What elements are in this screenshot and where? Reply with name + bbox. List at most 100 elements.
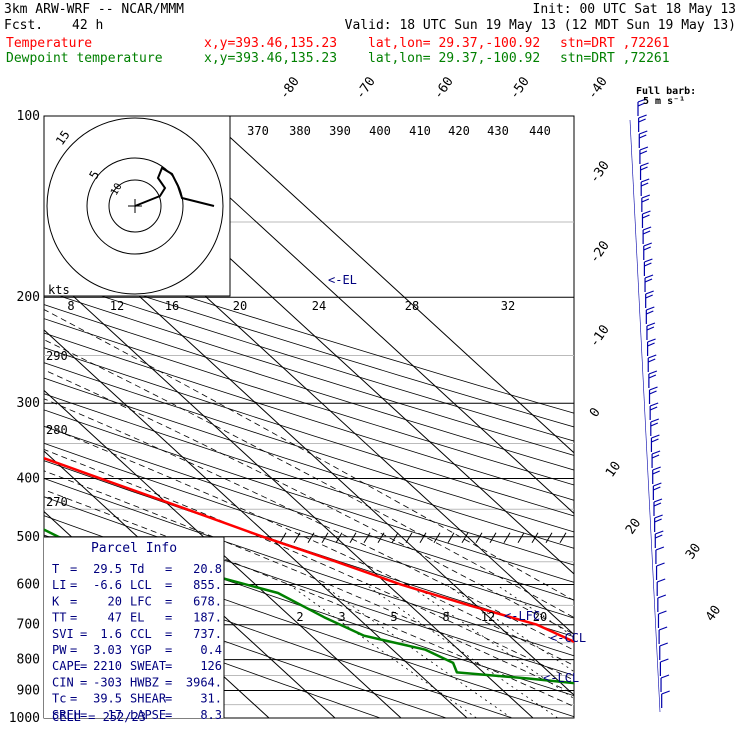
parcel-key: HWBZ: [130, 675, 159, 689]
mixing-ratio-label: 20: [533, 610, 547, 624]
dewpoint-legend: Dewpoint temperature: [6, 51, 163, 66]
level-tick: [461, 532, 469, 544]
isotherm: [44, 268, 534, 718]
wind-barb: [646, 338, 656, 356]
barb-legend-line1: Full barb:: [636, 86, 696, 97]
parcel-value: 20.8: [193, 562, 222, 576]
level-tick: [545, 532, 553, 544]
level-tick: [335, 532, 343, 544]
dry-adiabat: [44, 442, 574, 619]
parcel-eq: =: [165, 611, 172, 625]
parcel-key: Tc: [52, 692, 66, 706]
pressure-tick-label: 900: [17, 683, 40, 698]
parcel-value: 2210: [93, 659, 122, 673]
wind-barb: [643, 258, 653, 276]
moist-adiabat: [44, 398, 574, 651]
wind-barb: [653, 498, 663, 516]
isotherm-label: 0: [587, 405, 604, 420]
parcel-value: 0.4: [200, 643, 222, 657]
mixing-ratio-label: 8: [442, 610, 449, 624]
mixing-ratio-line: [407, 584, 574, 700]
parcel-key: CAPE: [52, 659, 81, 673]
parcel-eq: =: [80, 708, 87, 722]
parcel-value: -303: [93, 675, 122, 689]
forecast-hour: 42 h: [72, 18, 104, 33]
wind-barb: [660, 674, 670, 692]
dry-adiabat: [44, 409, 574, 583]
wind-barb: [657, 610, 667, 628]
dewpoint-xy: x,y=393.46,135.23: [204, 51, 338, 66]
parcel-value: 678.: [193, 594, 222, 608]
parcel-title: Parcel Info: [91, 541, 177, 556]
parcel-key: CIN: [52, 675, 74, 689]
dry-adiabat: [44, 575, 447, 718]
parcel-eq: =: [165, 627, 172, 641]
parcel-eq: =: [70, 643, 77, 657]
parcel-key: T: [52, 562, 59, 576]
pressure-tick-label: 1000: [9, 711, 40, 726]
parcel-key: LCL: [130, 578, 152, 592]
wind-barb: [659, 642, 668, 660]
hodograph-trace: [134, 166, 215, 207]
mixing-ratio-lines: [288, 584, 574, 718]
temperature-line: [44, 456, 574, 644]
level-tick: [321, 532, 329, 544]
dry-adiabat: [44, 596, 381, 718]
isotherm-label: 20: [623, 516, 644, 537]
wind-barb: [645, 290, 654, 308]
pressure-tick-label: 800: [17, 653, 40, 668]
level-tick: [363, 532, 371, 544]
dry-adiabat: [44, 478, 574, 657]
isotherm: [206, 116, 574, 454]
hodograph-ring: [108, 179, 162, 233]
mixing-ratio-label: 3: [338, 610, 345, 624]
parcel-eq: =: [165, 594, 172, 608]
theta-label: 400: [369, 124, 391, 138]
dry-adiabat: [44, 250, 574, 414]
isotherm-label: -60: [431, 74, 457, 102]
level-tick: [475, 532, 483, 544]
ccl-label: <-CCL: [550, 631, 586, 645]
level-tick: [447, 532, 455, 544]
parcel-value: 29.5: [93, 562, 122, 576]
mixing-ratio-line: [288, 584, 477, 718]
parcel-cell: CELL = 252/23: [52, 710, 146, 724]
level-tick: [489, 532, 497, 544]
parcel-value: 47: [108, 611, 122, 625]
wind-barb: [659, 658, 669, 676]
parcel-value: 1.6: [100, 627, 122, 641]
level-tick: [531, 532, 539, 544]
isotherm-label: -40: [585, 74, 611, 102]
isotherm-label: -10: [587, 322, 613, 350]
level-tick: [559, 532, 567, 544]
level-tick: [419, 532, 427, 544]
level-tick: [307, 532, 315, 544]
parcel-eq: =: [70, 578, 77, 592]
wind-barb: [652, 466, 661, 484]
parcel-eq: =: [165, 708, 172, 722]
parcel-eq: =: [70, 611, 77, 625]
wind-barb: [656, 578, 666, 596]
parcel-eq: =: [165, 659, 172, 673]
lcl-label: <-LCL: [543, 671, 579, 685]
level-tick: [293, 532, 301, 544]
wind-barb: [650, 418, 660, 436]
level-tick: [405, 532, 413, 544]
hodograph-ring-label: 15: [53, 128, 73, 148]
level-tick: [279, 532, 287, 544]
pressure-tick-label: 200: [17, 290, 40, 305]
dry-adiabat: [44, 496, 574, 676]
hodograph-axis-label: 32: [501, 299, 515, 313]
wind-barb: [648, 370, 658, 388]
parcel-key: SREH: [52, 708, 81, 722]
parcel-key: SVI: [52, 627, 74, 641]
parcel-key: PW: [52, 643, 67, 657]
theta-label: 440: [529, 124, 551, 138]
parcel-key: TT: [52, 611, 66, 625]
temperature-legend: Temperature: [6, 36, 93, 51]
isotherm-label: 30: [683, 541, 704, 562]
wind-barbs: [629, 98, 670, 713]
parcel-value: 17: [108, 708, 122, 722]
isotherm: [44, 450, 336, 718]
